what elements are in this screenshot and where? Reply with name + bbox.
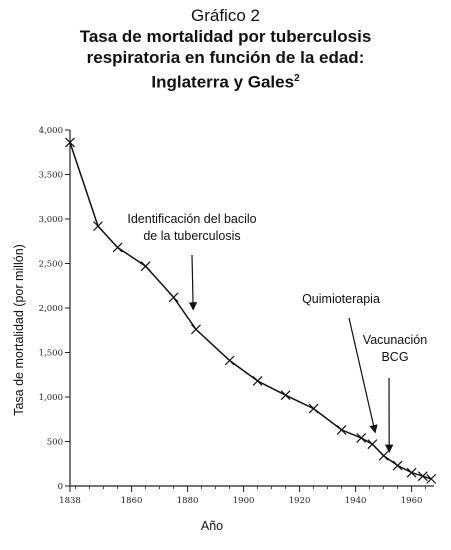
data-point-marker xyxy=(224,355,235,366)
x-tick-label: 1860 xyxy=(121,496,143,506)
annotation-text: Identificación del bacilo xyxy=(127,212,256,226)
marker-stroke xyxy=(140,261,151,272)
marker-stroke xyxy=(65,137,75,148)
data-point-marker xyxy=(426,473,437,484)
chart-titles: Gráfico 2 Tasa de mortalidad por tubercu… xyxy=(0,6,451,93)
chart-title-line-2: respiratoria en función de la edad: xyxy=(86,48,365,67)
x-tick-label: 1900 xyxy=(233,496,255,506)
marker-stroke xyxy=(224,355,235,366)
chart-title-footnote-mark: 2 xyxy=(294,73,300,84)
data-point-marker xyxy=(406,467,417,478)
chart-annotations: Identificación del bacilo de la tuberculo… xyxy=(127,212,427,454)
chart-axes: 0 500 1,000 1,500 2,000 2,500 3,000 3,500 4,000 1… xyxy=(39,126,434,506)
annotation-text: BCG xyxy=(381,350,408,364)
x-tick-label: 1960 xyxy=(401,496,423,506)
y-tick-label: 3,000 xyxy=(39,215,63,225)
data-point-marker xyxy=(356,433,367,443)
annotation-arrow xyxy=(348,317,378,434)
data-point-marker xyxy=(168,292,179,303)
y-tick-label: 500 xyxy=(47,438,63,448)
x-tick-label: 1940 xyxy=(345,496,367,506)
annotation-arrow xyxy=(188,254,198,311)
marker-stroke xyxy=(426,473,437,484)
data-point-marker xyxy=(252,376,263,386)
y-tick-label: 1,000 xyxy=(39,393,63,403)
annotation-2: Vacunación BCG xyxy=(363,333,427,454)
annotation-1: Quimioterapia xyxy=(302,292,380,434)
annotation-text: Vacunación xyxy=(363,333,427,347)
chart-title-line-3: Inglaterra y Gales2 xyxy=(0,68,451,93)
y-tick-label: 0 xyxy=(58,482,63,492)
chart-pretitle: Gráfico 2 xyxy=(191,6,260,25)
marker-stroke xyxy=(168,292,179,303)
data-point-marker xyxy=(191,324,201,335)
data-point-marker xyxy=(65,137,75,148)
series-line xyxy=(69,142,432,480)
data-point-marker xyxy=(112,242,123,253)
data-point-marker xyxy=(308,403,319,414)
data-point-marker xyxy=(367,439,378,450)
chart-series xyxy=(65,137,437,484)
annotation-text: de la tuberculosis xyxy=(143,229,240,243)
x-tick-label: 1838 xyxy=(59,496,81,506)
annotation-0: Identificación del bacilo de la tuberculo… xyxy=(127,212,257,311)
marker-stroke xyxy=(356,433,367,443)
data-point-marker xyxy=(93,221,103,232)
data-point-marker xyxy=(378,450,389,461)
y-tick-label: 1,500 xyxy=(39,349,63,359)
data-point-marker xyxy=(140,261,151,272)
data-point-marker xyxy=(336,425,347,435)
data-point-marker xyxy=(280,390,291,401)
data-point-marker xyxy=(392,460,403,471)
marker-stroke xyxy=(308,403,319,414)
y-tick-label: 2,500 xyxy=(39,260,63,270)
marker-stroke xyxy=(336,425,347,435)
marker-stroke xyxy=(392,460,403,471)
y-tick-label: 4,000 xyxy=(39,126,63,136)
marker-stroke xyxy=(280,390,291,401)
y-axis-label: Tasa de mortalidad (por millón) xyxy=(12,244,26,416)
marker-stroke xyxy=(406,467,417,478)
marker-stroke xyxy=(112,242,123,253)
y-tick-label: 3,500 xyxy=(39,171,63,181)
data-point-marker xyxy=(417,471,428,482)
y-tick-label: 2,000 xyxy=(39,304,63,314)
marker-stroke xyxy=(191,324,201,335)
chart-title-line-3-text: Inglaterra y Gales xyxy=(151,72,295,92)
marker-stroke xyxy=(367,439,378,450)
marker-stroke xyxy=(252,376,263,386)
x-tick-label: 1920 xyxy=(289,496,311,506)
marker-stroke xyxy=(93,221,103,232)
chart-title-line-1: Tasa de mortalidad por tuberculosis xyxy=(79,27,372,46)
x-tick-label: 1880 xyxy=(177,496,199,506)
x-axis-label: Año xyxy=(201,519,223,533)
marker-stroke xyxy=(417,471,428,482)
annotation-text: Quimioterapia xyxy=(302,292,380,306)
